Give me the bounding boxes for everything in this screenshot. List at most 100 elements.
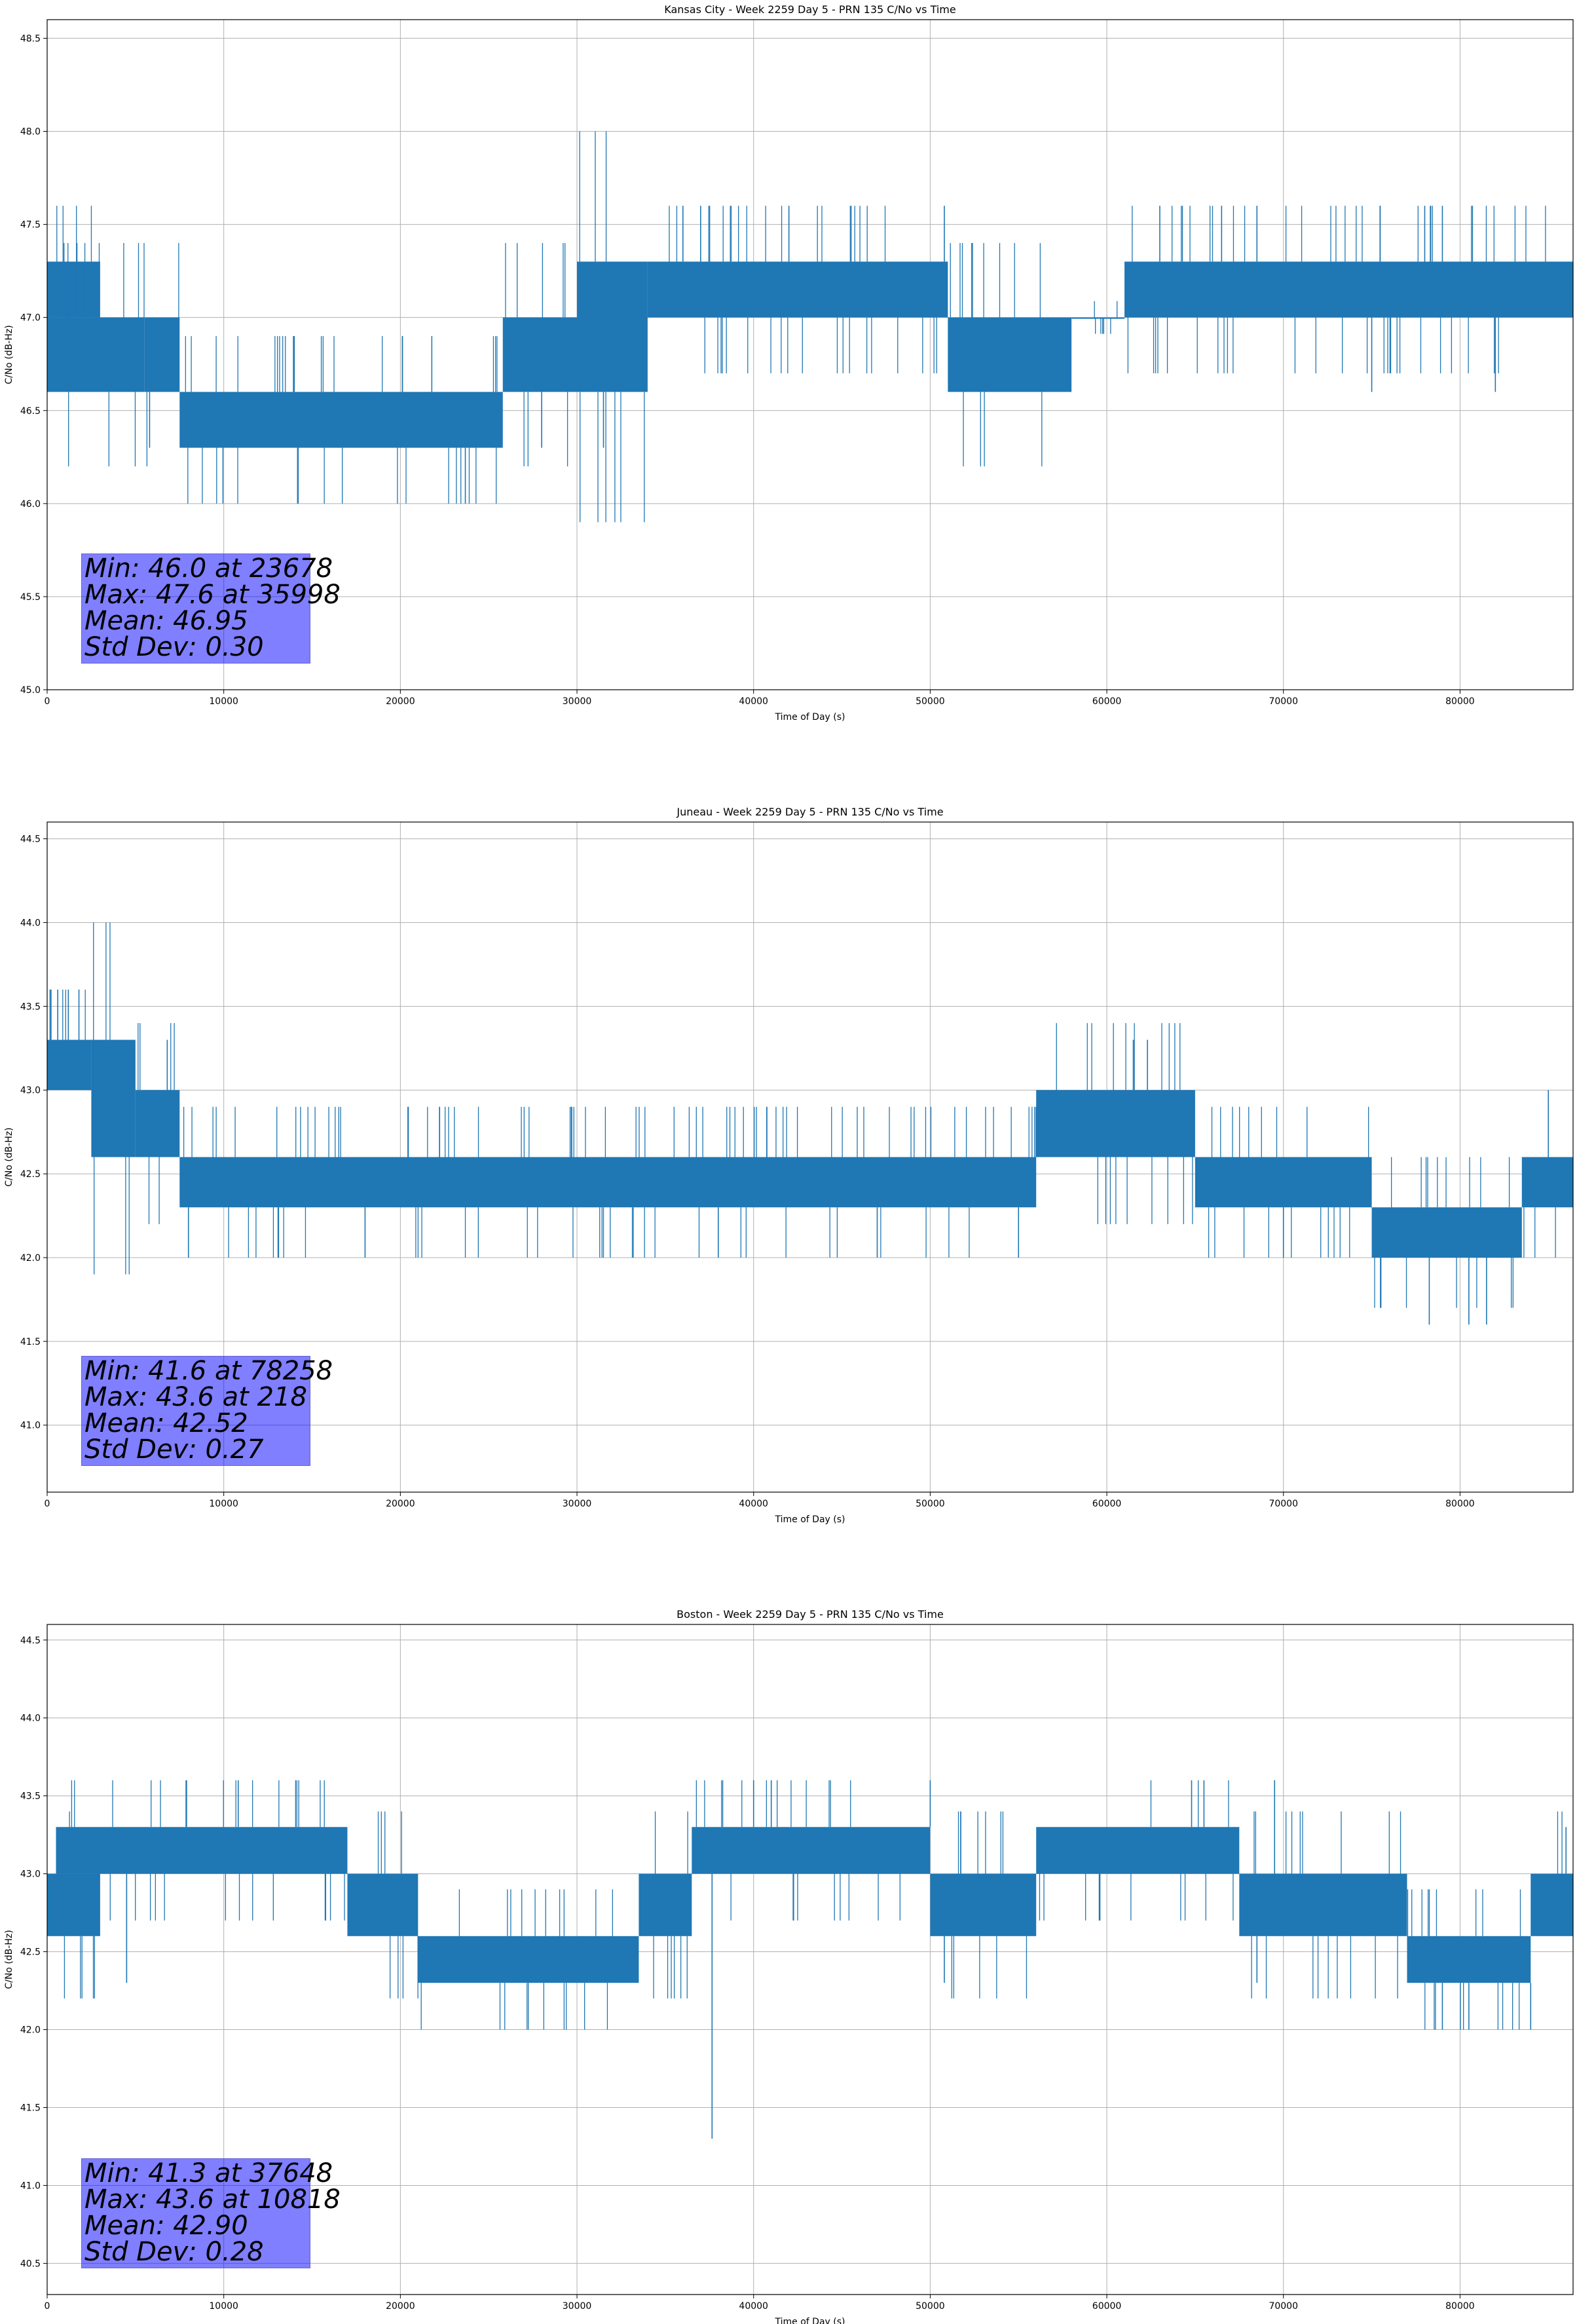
signal-band	[56, 1827, 348, 1874]
x-tick-label: 40000	[739, 1499, 768, 1509]
y-axis-label: C/No (dB-Hz)	[4, 325, 14, 384]
y-tick-label: 46.5	[20, 406, 41, 417]
y-tick-label: 41.5	[20, 2103, 41, 2114]
stats-line: Max: 43.6 at 10818	[84, 2184, 341, 2215]
y-tick-label: 42.0	[20, 1253, 41, 1264]
stats-line: Min: 46.0 at 23678	[84, 553, 333, 584]
stats-line: Max: 43.6 at 218	[84, 1382, 307, 1412]
x-tick-label: 40000	[739, 2301, 768, 2312]
signal-band	[577, 261, 648, 392]
y-tick-label: 47.5	[20, 220, 41, 231]
x-tick-label: 0	[45, 2301, 50, 2312]
x-tick-label: 0	[45, 696, 50, 707]
y-tick-label: 42.0	[20, 2025, 41, 2036]
signal-band	[1531, 1873, 1573, 1936]
stats-line: Max: 47.6 at 35998	[84, 580, 341, 610]
signal-band	[1195, 1157, 1372, 1208]
y-tick-label: 42.5	[20, 1169, 41, 1180]
y-tick-label: 43.5	[20, 1002, 41, 1012]
y-tick-label: 48.5	[20, 33, 41, 44]
stats-line: Min: 41.6 at 78258	[84, 1356, 333, 1386]
chart-title: Juneau - Week 2259 Day 5 - PRN 135 C/No …	[676, 806, 943, 818]
signal-band	[91, 1040, 136, 1157]
y-axis-label: C/No (dB-Hz)	[4, 1930, 14, 1989]
y-tick-label: 43.0	[20, 1085, 41, 1096]
signal-band	[639, 1873, 692, 1936]
x-tick-label: 10000	[209, 1499, 238, 1509]
x-tick-label: 80000	[1445, 1499, 1475, 1509]
signal-band	[647, 261, 948, 318]
x-tick-label: 20000	[386, 696, 415, 707]
signal-band	[930, 1873, 1037, 1936]
signal-band	[948, 317, 1072, 392]
stats-line: Mean: 46.95	[84, 606, 248, 636]
stats-line: Mean: 42.90	[84, 2211, 248, 2241]
stats-box: Min: 41.3 at 37648 Max: 43.6 at 10818 Mean…	[81, 2158, 341, 2268]
signal-band	[1407, 1936, 1531, 1983]
x-tick-label: 20000	[386, 1499, 415, 1509]
x-tick-label: 60000	[1092, 696, 1122, 707]
x-tick-label: 80000	[1445, 696, 1475, 707]
y-tick-label: 41.0	[20, 2181, 41, 2191]
signal-band	[179, 1157, 1037, 1208]
y-tick-label: 45.5	[20, 592, 41, 603]
x-tick-label: 60000	[1092, 1499, 1122, 1509]
x-tick-label: 10000	[209, 2301, 238, 2312]
signal-band	[1071, 317, 1125, 319]
signal-band	[1036, 1827, 1240, 1874]
x-tick-label: 50000	[916, 1499, 945, 1509]
signal-band	[47, 261, 100, 318]
signal-band	[47, 1040, 92, 1091]
x-tick-label: 10000	[209, 696, 238, 707]
y-tick-label: 44.0	[20, 918, 41, 928]
x-axis-label: Time of Day (s)	[775, 712, 845, 722]
x-tick-label: 60000	[1092, 2301, 1122, 2312]
x-tick-label: 40000	[739, 696, 768, 707]
x-tick-label: 50000	[916, 2301, 945, 2312]
y-tick-label: 44.5	[20, 1636, 41, 1646]
signal-band	[56, 1873, 100, 1936]
y-tick-label: 43.0	[20, 1869, 41, 1880]
x-tick-label: 80000	[1445, 2301, 1475, 2312]
series-line	[47, 131, 1573, 523]
x-tick-label: 30000	[563, 1499, 592, 1509]
y-tick-label: 44.0	[20, 1714, 41, 1724]
x-axis-label: Time of Day (s)	[775, 2317, 845, 2324]
plot-frame	[46, 821, 1574, 1493]
y-tick-label: 40.5	[20, 2258, 41, 2269]
signal-band	[418, 1936, 639, 1983]
x-tick-label: 30000	[563, 696, 592, 707]
y-tick-label: 47.0	[20, 313, 41, 324]
stats-line: Std Dev: 0.28	[84, 2237, 264, 2267]
x-tick-label: 20000	[386, 2301, 415, 2312]
signal-band	[502, 317, 578, 392]
signal-band	[692, 1827, 931, 1874]
signal-band	[179, 392, 503, 448]
y-tick-label: 45.0	[20, 685, 41, 696]
series-line	[47, 922, 1573, 1325]
y-tick-label: 41.5	[20, 1337, 41, 1347]
chart-title: Kansas City - Week 2259 Day 5 - PRN 135 …	[664, 3, 955, 16]
x-tick-label: 0	[45, 1499, 50, 1509]
stats-line: Mean: 42.52	[84, 1408, 248, 1438]
signal-band	[1124, 261, 1573, 318]
signal-band	[1521, 1157, 1573, 1208]
y-tick-label: 41.0	[20, 1421, 41, 1431]
y-tick-label: 46.0	[20, 499, 41, 510]
chart-panel-1: Juneau - Week 2259 Day 5 - PRN 135 C/No …	[4, 806, 1574, 1525]
y-tick-label: 42.5	[20, 1947, 41, 1958]
signal-band	[47, 317, 145, 392]
signal-band	[1371, 1207, 1522, 1258]
stats-line: Min: 41.3 at 37648	[84, 2158, 333, 2188]
x-tick-label: 30000	[563, 2301, 592, 2312]
signal-band	[347, 1873, 418, 1936]
y-tick-label: 43.5	[20, 1791, 41, 1802]
series-line	[47, 1780, 1573, 2139]
x-tick-label: 70000	[1269, 696, 1298, 707]
signal-band	[1036, 1090, 1195, 1157]
y-tick-label: 44.5	[20, 834, 41, 845]
stats-line: Std Dev: 0.27	[84, 1434, 264, 1465]
y-tick-label: 48.0	[20, 127, 41, 138]
plot-frame	[46, 19, 1574, 690]
